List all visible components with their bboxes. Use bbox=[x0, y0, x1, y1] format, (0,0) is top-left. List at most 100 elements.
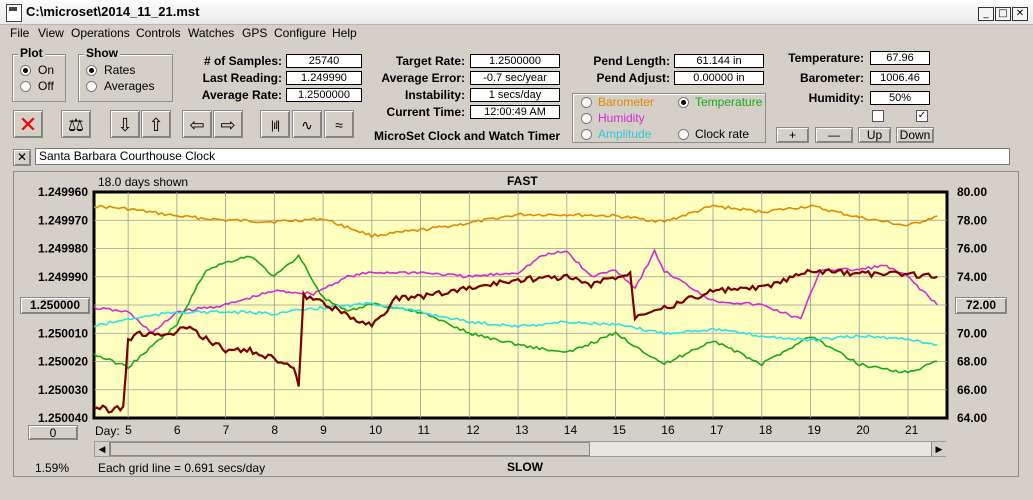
menu-help[interactable]: Help bbox=[332, 26, 357, 40]
amplitude-radio-label: Amplitude bbox=[598, 127, 652, 141]
samples-label: # of Samples: bbox=[203, 54, 282, 68]
multi-wave-icon[interactable]: ≈ bbox=[324, 110, 354, 138]
y-right-tick-label: 68.00 bbox=[957, 355, 987, 369]
menu-watches[interactable]: Watches bbox=[188, 26, 235, 40]
scale-minus-button[interactable]: — bbox=[815, 127, 853, 143]
menu-configure[interactable]: Configure bbox=[274, 26, 327, 40]
wave-line-icon[interactable]: ∿ bbox=[292, 110, 322, 138]
last-reading-label: Last Reading: bbox=[202, 71, 282, 85]
barometer-radio-label: Barometer bbox=[598, 95, 655, 109]
app-name: MicroSet Clock and Watch Timer bbox=[374, 129, 561, 143]
series-line-clock-rate bbox=[93, 268, 938, 414]
instability-field: 1 secs/day bbox=[470, 88, 560, 102]
scroll-right-icon[interactable]: ▶ bbox=[931, 442, 946, 456]
arrow-down-icon[interactable]: ⇩ bbox=[110, 110, 140, 138]
x-tick-label: 8 bbox=[271, 423, 278, 437]
plot-off-label: Off bbox=[38, 79, 54, 93]
y-right-tick-label: 80.00 bbox=[957, 185, 987, 199]
title-bar: C:\microset\2014_11_21.mst _ □ ✕ bbox=[0, 0, 1033, 25]
humidity-radio[interactable] bbox=[581, 113, 592, 124]
x-tick-label: 11 bbox=[418, 423, 431, 437]
target-rate-field: 1.2500000 bbox=[470, 54, 560, 68]
scale-plus-button[interactable]: + bbox=[776, 127, 809, 143]
clear-x-icon[interactable]: ✕ bbox=[13, 110, 43, 138]
clock-rate-radio[interactable] bbox=[678, 129, 689, 140]
grid-note: Each grid line = 0.691 secs/day bbox=[98, 461, 266, 475]
y-left-tick-label: 1.250020 bbox=[38, 355, 88, 369]
x-tick-label: 9 bbox=[320, 423, 327, 437]
average-error-label: Average Error: bbox=[381, 71, 465, 85]
temp-center-button[interactable]: 72.00 bbox=[955, 297, 1007, 314]
y-left-tick-label: 1.249970 bbox=[38, 213, 88, 227]
x-tick-label: 21 bbox=[905, 423, 919, 437]
maximize-button[interactable]: □ bbox=[995, 7, 1011, 21]
minimize-button[interactable]: _ bbox=[978, 7, 994, 21]
clock-rate-radio-label: Clock rate bbox=[695, 127, 750, 141]
plot-group-label: Plot bbox=[18, 46, 45, 60]
series-line-temperature bbox=[93, 253, 938, 374]
scale-up-button[interactable]: Up bbox=[858, 127, 891, 143]
menu-bar: File View Operations Controls Watches GP… bbox=[0, 24, 1033, 42]
show-averages-radio[interactable] bbox=[86, 81, 97, 92]
clock-name-field[interactable]: Santa Barbara Courthouse Clock bbox=[35, 148, 1010, 165]
show-rates-radio[interactable] bbox=[86, 65, 97, 76]
plot-off-radio[interactable] bbox=[20, 81, 31, 92]
x-tick-label: 20 bbox=[856, 423, 870, 437]
average-error-field: -0.7 sec/year bbox=[470, 71, 560, 85]
y-right-tick-label: 66.00 bbox=[957, 383, 987, 397]
close-button[interactable]: ✕ bbox=[1012, 7, 1028, 21]
scroll-left-icon[interactable]: ◀ bbox=[95, 442, 110, 456]
y-left-tick-label: 1.250030 bbox=[38, 383, 88, 397]
series-line-amplitude bbox=[93, 301, 938, 346]
menu-view[interactable]: View bbox=[38, 26, 64, 40]
humidity-checkbox[interactable]: ✓ bbox=[916, 110, 928, 122]
average-rate-field: 1.2500000 bbox=[286, 88, 362, 102]
scale-down-button[interactable]: Down bbox=[896, 127, 934, 143]
x-tick-label: 10 bbox=[369, 423, 383, 437]
y-right-tick-label: 64.00 bbox=[957, 411, 987, 425]
menu-operations[interactable]: Operations bbox=[71, 26, 130, 40]
menu-gps[interactable]: GPS bbox=[242, 26, 268, 40]
arrow-up-icon[interactable]: ⇧ bbox=[141, 110, 171, 138]
percent-label: 1.59% bbox=[35, 461, 70, 475]
scrollbar-thumb[interactable] bbox=[110, 442, 590, 456]
pend-length-label: Pend Length: bbox=[593, 54, 670, 68]
humidity-label: Humidity: bbox=[808, 91, 864, 105]
clear-clock-button[interactable]: ✕ bbox=[13, 149, 31, 166]
x-tick-label: 6 bbox=[174, 423, 181, 437]
app-icon bbox=[6, 4, 22, 22]
day-axis-label: Day: bbox=[95, 424, 120, 438]
show-averages-label: Averages bbox=[104, 79, 155, 93]
y-right-tick-label: 78.00 bbox=[957, 213, 987, 227]
instability-label: Instability: bbox=[404, 88, 465, 102]
barometer-field: 1006.46 bbox=[870, 71, 930, 85]
amplitude-radio[interactable] bbox=[581, 129, 592, 140]
zero-button[interactable]: 0 bbox=[28, 425, 78, 440]
temperature-field: 67.96 bbox=[870, 51, 930, 65]
pend-adjust-field: 0.00000 in bbox=[674, 71, 764, 85]
arrow-left-icon[interactable]: ⇦ bbox=[182, 110, 212, 138]
y-left-tick-label: 1.249980 bbox=[38, 242, 88, 256]
rate-center-button[interactable]: 1.250000 bbox=[20, 297, 90, 314]
y-left-tick-label: 1.249990 bbox=[38, 270, 88, 284]
temperature-label: Temperature: bbox=[788, 51, 864, 65]
menu-controls[interactable]: Controls bbox=[136, 26, 181, 40]
target-rate-label: Target Rate: bbox=[395, 54, 465, 68]
temperature-checkbox[interactable] bbox=[872, 110, 884, 122]
barometer-radio[interactable] bbox=[581, 97, 592, 108]
menu-file[interactable]: File bbox=[10, 26, 30, 40]
show-group bbox=[78, 54, 173, 102]
humidity-radio-label: Humidity bbox=[598, 111, 645, 125]
x-tick-label: 14 bbox=[564, 423, 578, 437]
balance-scale-icon[interactable]: ⚖ bbox=[61, 110, 91, 138]
fast-label: FAST bbox=[507, 174, 538, 188]
barometer-label: Barometer: bbox=[799, 71, 864, 85]
bar-graph-icon[interactable]: |ıl| bbox=[260, 110, 290, 138]
x-tick-label: 7 bbox=[223, 423, 230, 437]
y-right-tick-label: 70.00 bbox=[957, 326, 987, 340]
y-right-tick-label: 74.00 bbox=[957, 270, 987, 284]
arrow-right-icon[interactable]: ⇨ bbox=[213, 110, 243, 138]
temperature-radio[interactable] bbox=[678, 97, 689, 108]
plot-on-radio[interactable] bbox=[20, 65, 31, 76]
